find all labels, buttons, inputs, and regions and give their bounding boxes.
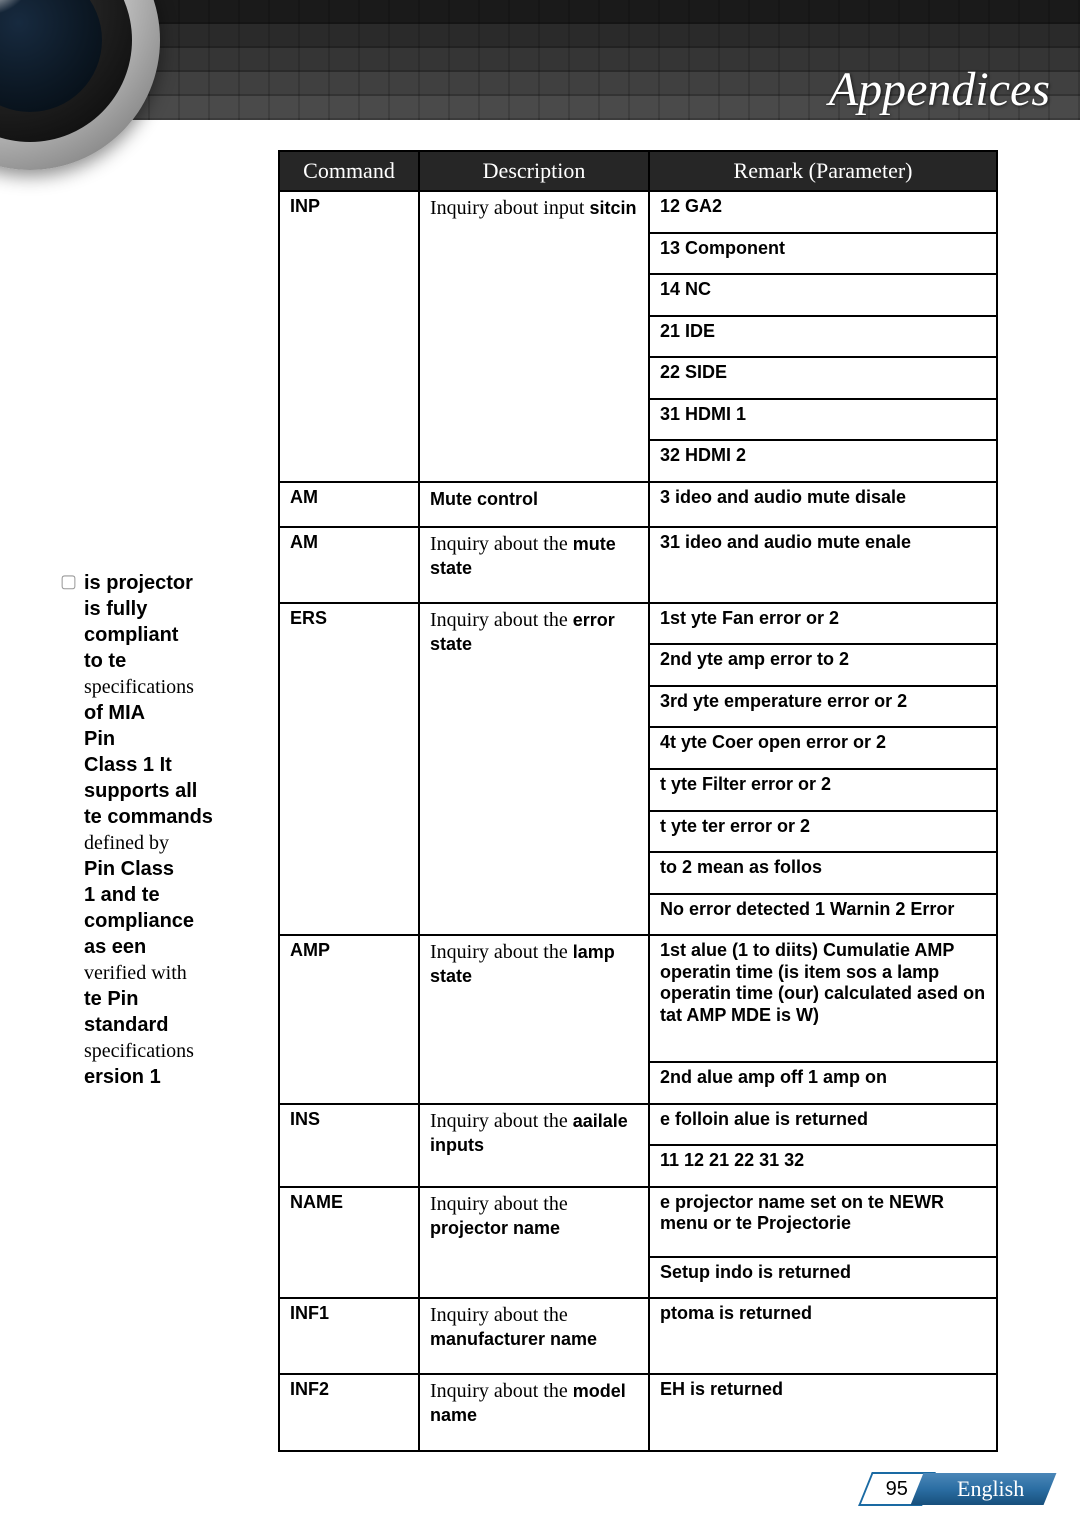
param-name-1: e projector name set on te NEWR menu or …	[649, 1187, 997, 1257]
sidebar-line: standard	[84, 1012, 213, 1038]
command-table: Command Description Remark (Parameter) I…	[278, 150, 998, 1452]
sidebar-line: compliance	[84, 908, 213, 934]
content-area: ▢ is projectoris fullycompliantto tespec…	[60, 150, 1020, 1452]
param-inp-3: 14 NC	[649, 274, 997, 316]
param-ers-8: No error detected 1 Warnin 2 Error	[649, 894, 997, 936]
param-ers-1: 1st yte Fan error or 2	[649, 603, 997, 645]
param-inf1: ptoma is returned	[649, 1298, 997, 1374]
desc-ins: Inquiry about the aailale inputs	[419, 1104, 649, 1187]
sidebar-line: te Pin	[84, 986, 213, 1012]
desc-am2: Inquiry about the mute state	[419, 527, 649, 603]
sidebar-line: ersion 1	[84, 1064, 213, 1090]
desc-am1: Mute control	[419, 482, 649, 527]
desc-ers: Inquiry about the error state	[419, 603, 649, 935]
sidebar-line: Pin Class	[84, 856, 213, 882]
sidebar-line: is projector	[84, 570, 213, 596]
param-ers-3: 3rd yte emperature error or 2	[649, 686, 997, 728]
cmd-inp: INP	[279, 191, 419, 482]
cmd-inf1: INF1	[279, 1298, 419, 1374]
sidebar-line: to te	[84, 648, 213, 674]
bullet-icon: ▢	[60, 570, 74, 1090]
param-ers-2: 2nd yte amp error to 2	[649, 644, 997, 686]
desc-amp: Inquiry about the lamp state	[419, 935, 649, 1103]
param-inp-4: 21 IDE	[649, 316, 997, 358]
sidebar-line: defined by	[84, 830, 213, 856]
desc-inf2: Inquiry about the model name	[419, 1374, 649, 1451]
sidebar-line: te commands	[84, 804, 213, 830]
cmd-name: NAME	[279, 1187, 419, 1299]
sidebar-line: Class 1 It	[84, 752, 213, 778]
sidebar-line: Pin	[84, 726, 213, 752]
desc-inf1: Inquiry about the manufacturer name	[419, 1298, 649, 1374]
cmd-am1: AM	[279, 482, 419, 527]
param-name-2: Setup indo is returned	[649, 1257, 997, 1299]
lens-graphic	[0, 0, 160, 170]
param-amp-1: 1st alue (1 to diits) Cumulatie AMP oper…	[649, 935, 997, 1062]
desc-name: Inquiry about the projector name	[419, 1187, 649, 1299]
param-ins-2: 11 12 21 22 31 32	[649, 1145, 997, 1187]
param-inp-6: 31 HDMI 1	[649, 399, 997, 441]
sidebar-line: 1 and te	[84, 882, 213, 908]
param-inp-5: 22 SIDE	[649, 357, 997, 399]
sidebar-note: ▢ is projectoris fullycompliantto tespec…	[60, 150, 260, 1452]
page-title: Appendices	[829, 62, 1050, 117]
footer: 95 English	[865, 1472, 1050, 1506]
param-inp-7: 32 HDMI 2	[649, 440, 997, 482]
param-am2: 31 ideo and audio mute enale	[649, 527, 997, 603]
cmd-am2: AM	[279, 527, 419, 603]
sidebar-line: supports all	[84, 778, 213, 804]
desc-inp: Inquiry about input sitcin	[419, 191, 649, 482]
cmd-ers: ERS	[279, 603, 419, 935]
sidebar-line: specifications	[84, 674, 213, 700]
sidebar-line: as een	[84, 934, 213, 960]
param-ers-6: t yte ter error or 2	[649, 811, 997, 853]
param-ers-7: to 2 mean as follos	[649, 852, 997, 894]
param-ers-5: t yte Filter error or 2	[649, 769, 997, 811]
th-command: Command	[279, 151, 419, 191]
th-description: Description	[419, 151, 649, 191]
param-inp-1: 12 GA2	[649, 191, 997, 233]
sidebar-line: is fully	[84, 596, 213, 622]
sidebar-line: verified with	[84, 960, 213, 986]
param-ins-1: e folloin alue is returned	[649, 1104, 997, 1146]
param-inf2: EH is returned	[649, 1374, 997, 1451]
param-inp-2: 13 Component	[649, 233, 997, 275]
sidebar-line: of MIA	[84, 700, 213, 726]
param-am1: 3 ideo and audio mute disale	[649, 482, 997, 527]
param-amp-2: 2nd alue amp off 1 amp on	[649, 1062, 997, 1104]
cmd-amp: AMP	[279, 935, 419, 1103]
cmd-ins: INS	[279, 1104, 419, 1187]
language-badge: English	[910, 1473, 1056, 1505]
cmd-inf2: INF2	[279, 1374, 419, 1451]
sidebar-line: specifications	[84, 1038, 213, 1064]
th-remark: Remark (Parameter)	[649, 151, 997, 191]
param-ers-4: 4t yte Coer open error or 2	[649, 727, 997, 769]
sidebar-line: compliant	[84, 622, 213, 648]
